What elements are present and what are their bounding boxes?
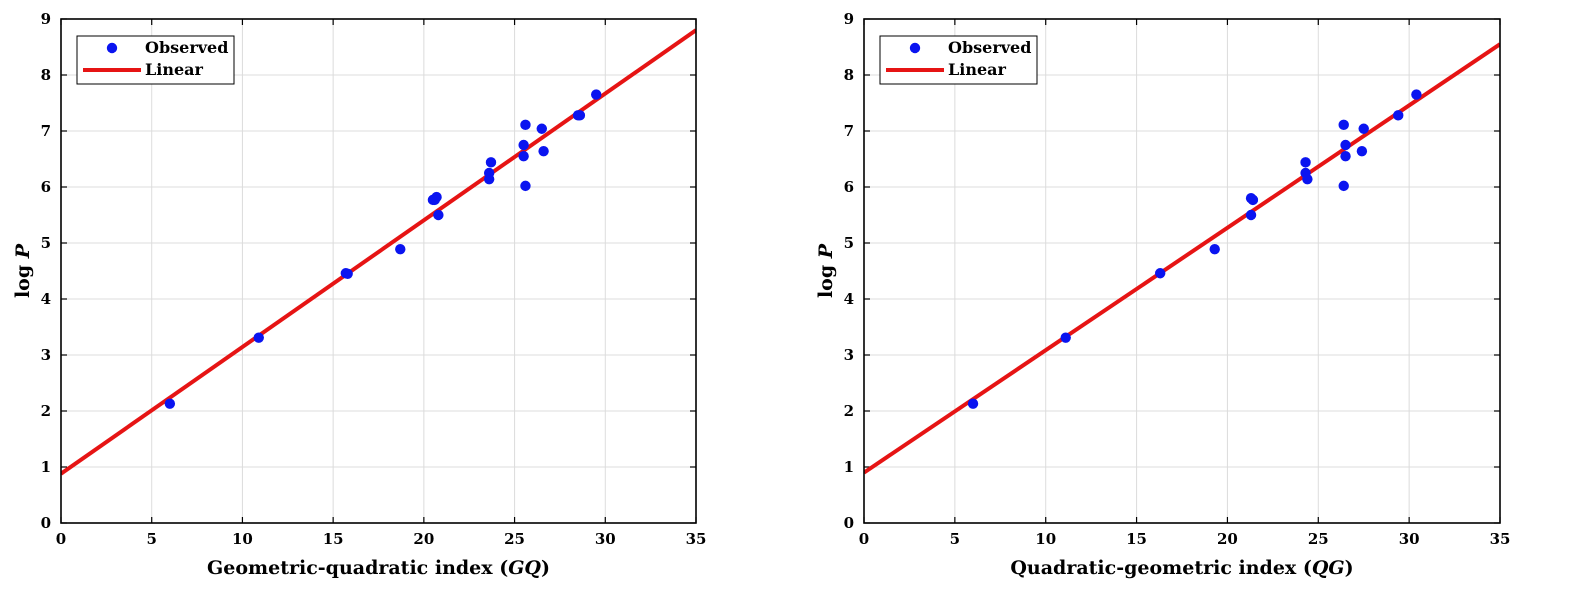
data-point	[1300, 157, 1311, 168]
legend-box	[76, 35, 235, 85]
data-point	[520, 180, 531, 192]
y-tick-label: 1	[41, 458, 51, 476]
y-tick-label: 7	[844, 122, 854, 140]
x-axis-label: Quadratic-geometric index (QG)	[1010, 557, 1353, 579]
y-tick-label: 2	[844, 402, 854, 420]
data-point	[1340, 151, 1351, 162]
plot-area	[864, 42, 1500, 475]
legend-label: Linear	[145, 60, 204, 79]
x-tick-label: 0	[859, 530, 869, 548]
data-point	[342, 268, 353, 279]
x-axis-label: Geometric-quadratic index (GQ)	[207, 557, 550, 579]
legend: Observed Linear	[76, 35, 235, 85]
y-tick-label: 3	[844, 346, 854, 364]
data-point	[1154, 268, 1166, 279]
y-tick-label: 6	[844, 178, 854, 196]
data-point	[1340, 139, 1351, 151]
legend-box	[879, 35, 1038, 85]
data-point	[1060, 332, 1071, 343]
legend-marker-icon	[909, 42, 921, 54]
data-point	[1302, 173, 1313, 185]
legend-label: Linear	[948, 60, 1007, 79]
legend-label: Observed	[948, 38, 1031, 57]
data-point	[164, 398, 176, 409]
x-tick-label: 15	[1126, 530, 1147, 548]
plot-frame	[863, 18, 1501, 524]
data-point	[1245, 209, 1257, 221]
x-tick-label: 20	[1217, 530, 1238, 548]
data-point	[1411, 89, 1422, 100]
data-point	[574, 110, 586, 121]
y-tick-label: 0	[844, 514, 854, 532]
x-tick-label: 10	[1035, 530, 1056, 548]
legend: Observed Linear	[879, 35, 1038, 85]
data-point	[1209, 243, 1220, 255]
x-tick-label: 25	[1308, 530, 1329, 548]
x-tick-label: 20	[413, 530, 434, 548]
data-point	[485, 157, 497, 168]
y-tick-label: 8	[41, 66, 51, 84]
x-tick-label: 5	[146, 530, 156, 548]
data-point	[395, 243, 406, 255]
data-point	[1338, 119, 1349, 131]
data-point	[1247, 194, 1259, 206]
data-point	[520, 119, 531, 131]
regression-line	[864, 42, 1500, 475]
data-point	[1356, 145, 1368, 157]
data-point	[518, 151, 529, 162]
chart-panel-2: 0 5 10 15 20 25 30 35 0 1 2 3 4 5 6 7 8 9 Observed Linear Qu…	[815, 10, 1510, 579]
data-point	[483, 167, 495, 179]
data-point	[967, 398, 979, 409]
y-tick-label: 6	[41, 178, 51, 196]
x-tick-label: 35	[686, 530, 707, 548]
x-tick-label: 10	[232, 530, 253, 548]
data-point	[1393, 110, 1404, 121]
x-tick-label: 30	[595, 530, 616, 548]
x-tick-label: 0	[56, 530, 66, 548]
x-tick-label: 35	[1490, 530, 1511, 548]
y-tick-label: 5	[41, 234, 51, 252]
legend-label: Observed	[145, 38, 228, 57]
x-tick-label: 5	[950, 530, 960, 548]
data-point	[429, 194, 440, 206]
data-point	[518, 139, 529, 151]
plot-area	[61, 28, 696, 476]
x-tick-label: 25	[504, 530, 525, 548]
y-tick-label: 9	[41, 10, 51, 28]
x-tick-label: 30	[1399, 530, 1420, 548]
y-tick-label: 1	[844, 458, 854, 476]
y-tick-label: 4	[844, 290, 854, 308]
data-point	[591, 89, 602, 100]
y-tick-label: 5	[844, 234, 854, 252]
chart-panel-1: 0 5 10 15 20 25 30 35 0 1 2 3 4 5 6 7 8 9 Observed Linear Ge…	[12, 10, 706, 579]
data-point	[538, 145, 549, 157]
y-axis-label: log P	[815, 243, 837, 298]
y-tick-label: 7	[41, 122, 51, 140]
data-point	[1358, 123, 1369, 134]
y-tick-label: 3	[41, 346, 51, 364]
data-point	[536, 123, 547, 134]
x-tick-label: 15	[323, 530, 344, 548]
y-tick-label: 8	[844, 66, 854, 84]
y-tick-label: 4	[41, 290, 51, 308]
data-point	[1338, 180, 1349, 192]
y-tick-label: 9	[844, 10, 854, 28]
y-tick-label: 2	[41, 402, 51, 420]
data-point	[433, 209, 444, 221]
y-tick-label: 0	[41, 514, 51, 532]
legend-marker-icon	[106, 42, 118, 54]
y-axis-label: log P	[12, 243, 34, 298]
plot-frame	[60, 18, 697, 524]
data-point	[253, 332, 264, 343]
